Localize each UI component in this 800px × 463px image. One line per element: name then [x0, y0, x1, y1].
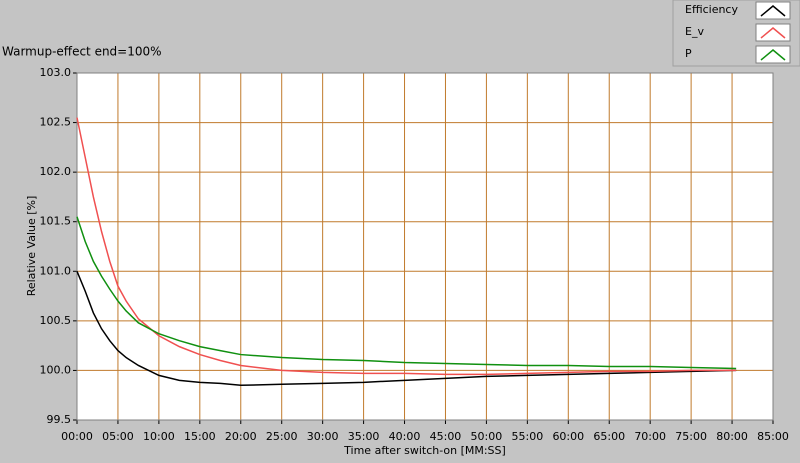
y-axis-label: Relative Value [%]	[25, 196, 38, 297]
chart-title: Warmup-effect end=100%	[2, 45, 162, 59]
y-tick-label: 99.5	[47, 413, 72, 426]
x-tick-label: 20:00	[225, 430, 257, 443]
legend-label: E_v	[685, 25, 704, 38]
x-tick-label: 30:00	[307, 430, 339, 443]
legend-icon	[760, 27, 786, 39]
y-tick-label: 101.0	[40, 264, 72, 277]
legend-label: Efficiency	[685, 3, 738, 16]
legend-icon-box	[755, 1, 791, 20]
y-tick-label: 102.0	[40, 165, 72, 178]
x-tick-label: 45:00	[430, 430, 462, 443]
x-tick-label: 70:00	[634, 430, 666, 443]
x-tick-label: 10:00	[143, 430, 175, 443]
x-tick-label: 15:00	[184, 430, 216, 443]
plot-area	[77, 73, 773, 420]
x-tick-label: 05:00	[102, 430, 134, 443]
x-tick-label: 00:00	[61, 430, 93, 443]
x-tick-label: 50:00	[471, 430, 503, 443]
x-tick-label: 85:00	[757, 430, 789, 443]
plot-border	[76, 72, 774, 421]
legend-icon	[760, 5, 786, 17]
x-tick-label: 80:00	[716, 430, 748, 443]
y-tick-label: 100.0	[40, 363, 72, 376]
x-axis-label: Time after switch-on [MM:SS]	[343, 444, 506, 457]
x-tick-label: 25:00	[266, 430, 298, 443]
x-tick-label: 65:00	[593, 430, 625, 443]
x-tick-label: 75:00	[675, 430, 707, 443]
x-tick-label: 35:00	[348, 430, 380, 443]
legend-label: P	[685, 47, 692, 60]
y-tick-label: 102.5	[40, 116, 72, 129]
x-tick-label: 40:00	[389, 430, 421, 443]
y-tick-label: 103.0	[40, 66, 72, 79]
line-series	[76, 216, 737, 370]
y-tick-label: 100.5	[40, 314, 72, 327]
legend-icon-box	[755, 23, 791, 42]
y-tick-label: 101.5	[40, 215, 72, 228]
x-tick-label: 55:00	[512, 430, 544, 443]
x-tick-label: 60:00	[552, 430, 584, 443]
legend-icon	[760, 49, 786, 61]
legend-icon-box	[755, 45, 791, 64]
line-series	[76, 117, 737, 376]
line-series	[76, 270, 737, 387]
